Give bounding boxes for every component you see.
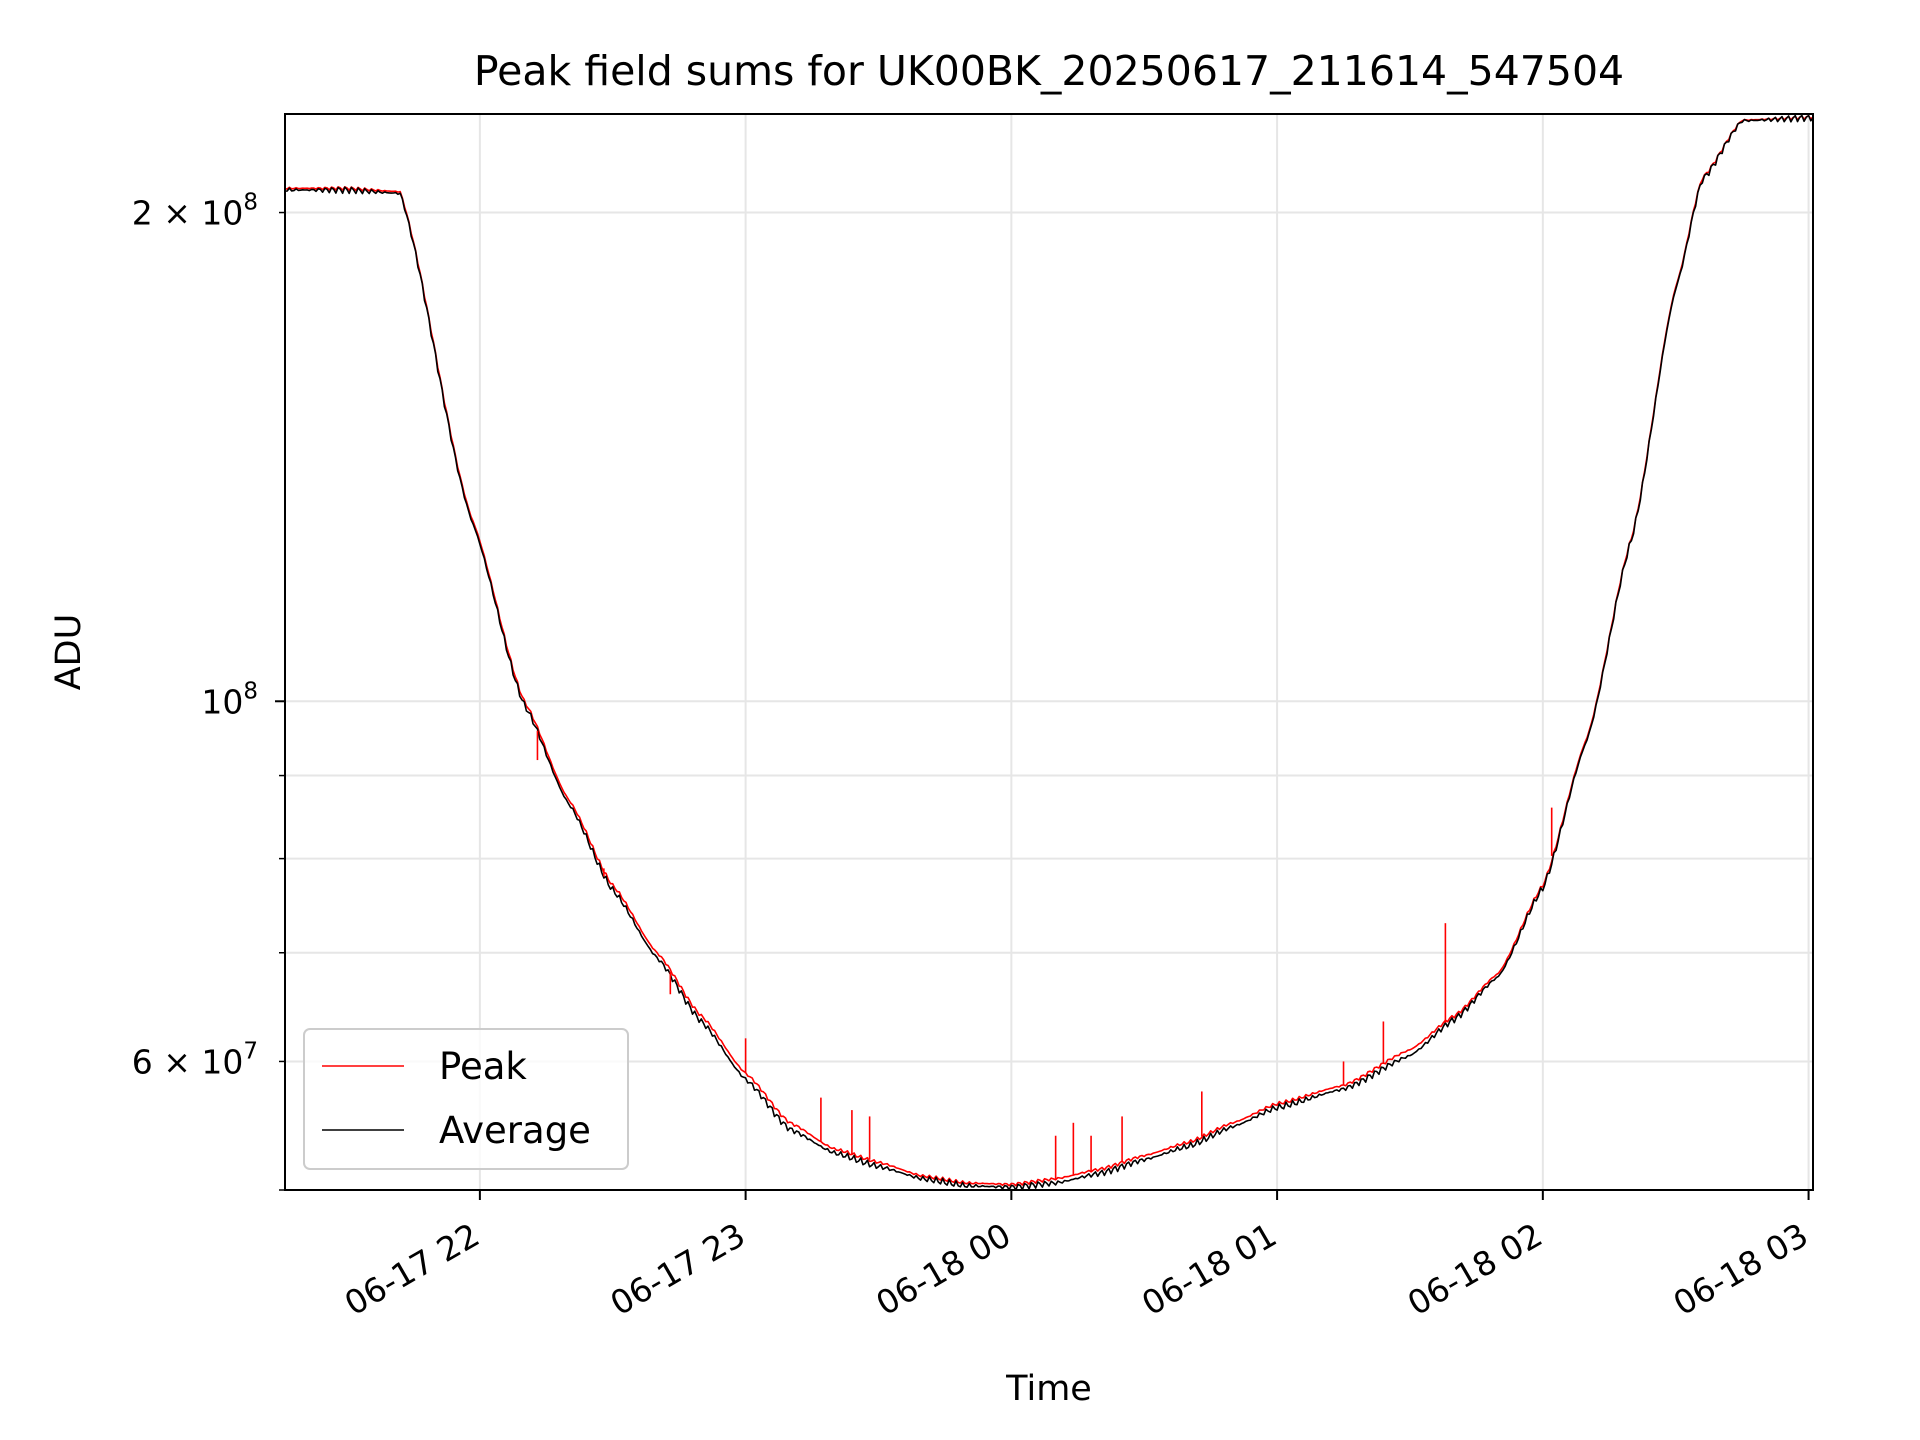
series-line-average bbox=[285, 114, 1813, 1190]
legend-box bbox=[303, 1028, 629, 1170]
grid bbox=[285, 114, 1813, 1191]
legend: Peak Average bbox=[303, 1028, 629, 1170]
chart-title: Peak field sums for UK00BK_20250617_2116… bbox=[474, 47, 1624, 95]
legend-label-average: Average bbox=[439, 1109, 591, 1152]
legend-label-peak: Peak bbox=[439, 1045, 527, 1088]
y-tick-label-minor: 2 × 108 bbox=[132, 190, 258, 233]
series-layer bbox=[285, 114, 1813, 1190]
y-axis-title: ADU bbox=[49, 614, 89, 691]
y-tick-label-minor: 6 × 107 bbox=[132, 1038, 258, 1081]
y-axis: 108 6 × 107 2 × 108 bbox=[132, 190, 285, 1191]
y-tick-label-major: 108 bbox=[201, 678, 258, 721]
plot-frame bbox=[284, 113, 1814, 1191]
x-axis-title: Time bbox=[1005, 1369, 1092, 1409]
